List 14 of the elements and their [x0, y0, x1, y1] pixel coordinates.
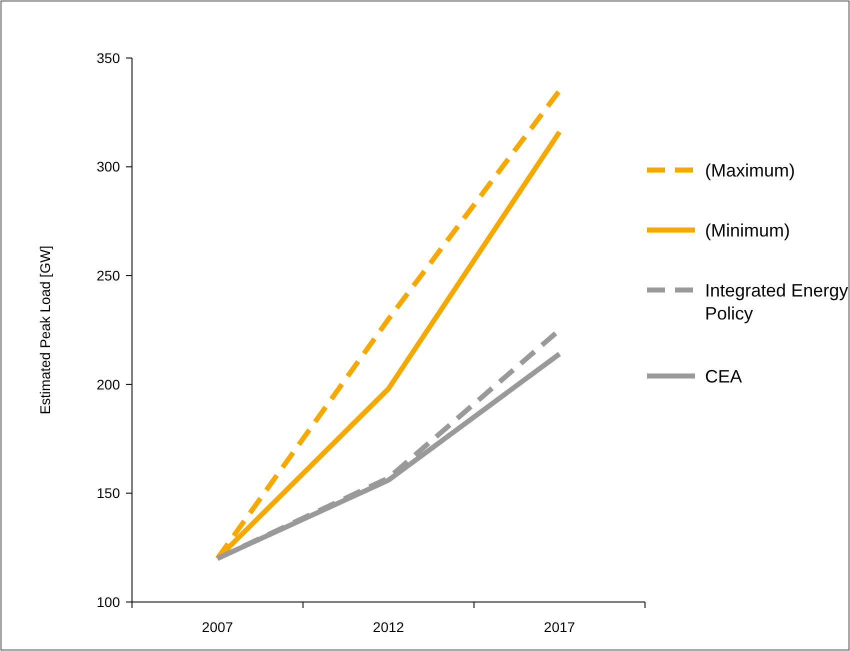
y-tick-label: 150	[96, 485, 120, 502]
y-axis-title: Estimated Peak Load [GW]	[37, 246, 53, 414]
y-tick-label: 200	[96, 376, 120, 392]
legend-label: (Minimum)	[705, 220, 790, 240]
x-tick-label: 2012	[372, 619, 404, 635]
x-tick-label: 2007	[202, 619, 234, 635]
y-tick-label: 300	[96, 158, 120, 175]
y-tick-label: 100	[96, 594, 120, 610]
legend-label: (Maximum)	[705, 160, 795, 180]
legend-label: Integrated Energy Policy	[705, 280, 848, 324]
y-tick-label: 250	[96, 268, 120, 284]
x-tick-label: 2017	[544, 619, 576, 635]
y-tick-label: 350	[96, 50, 120, 66]
legend-label: CEA	[705, 366, 742, 386]
